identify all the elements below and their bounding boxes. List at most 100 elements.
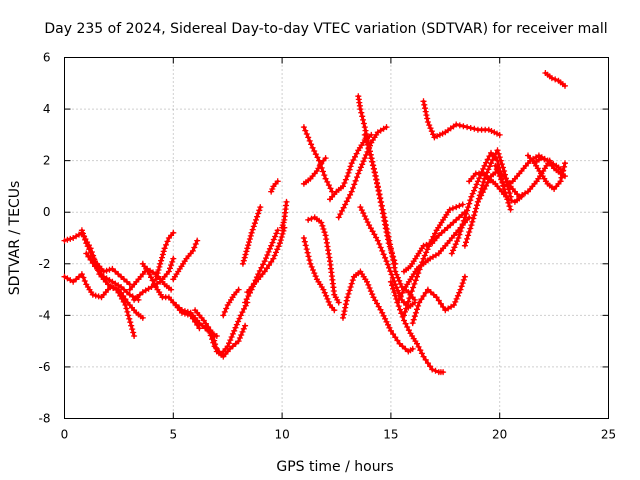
data-point <box>342 304 349 311</box>
data-point <box>432 367 439 374</box>
data-point <box>226 340 232 347</box>
data-point <box>495 169 502 176</box>
data-point <box>397 306 403 313</box>
data-point <box>415 302 422 309</box>
data-point <box>506 190 513 197</box>
data-point <box>341 308 348 315</box>
data-point <box>347 191 354 198</box>
series-arc-15 <box>239 204 264 267</box>
data-point <box>123 305 130 312</box>
data-point <box>439 130 446 137</box>
data-point <box>280 227 287 234</box>
plot-frame <box>64 57 609 419</box>
data-point <box>369 162 376 169</box>
data-point <box>130 329 137 336</box>
series-arc-18 <box>268 178 281 195</box>
data-point <box>273 230 280 237</box>
grid-layer <box>64 57 609 419</box>
data-point <box>541 156 548 163</box>
data-point <box>393 271 400 278</box>
data-point <box>422 289 429 296</box>
data-point <box>382 254 389 261</box>
data-point <box>418 296 425 303</box>
data-point <box>81 233 88 240</box>
data-point <box>61 237 68 244</box>
data-point <box>268 258 275 265</box>
data-point <box>340 311 347 318</box>
data-point <box>492 162 499 169</box>
data-point <box>390 256 397 263</box>
data-point <box>379 206 386 213</box>
data-point <box>341 180 348 186</box>
data-point <box>454 292 461 299</box>
data-point <box>392 281 399 288</box>
data-point <box>359 161 366 168</box>
data-point <box>359 113 366 120</box>
data-point <box>239 328 246 335</box>
data-point <box>474 198 481 205</box>
data-point <box>161 245 168 252</box>
data-point <box>270 236 277 243</box>
data-point <box>386 237 393 244</box>
data-point <box>241 305 247 312</box>
data-point <box>460 217 467 224</box>
data-point <box>349 277 356 284</box>
data-point <box>420 255 427 262</box>
data-point <box>153 273 160 280</box>
chart-title: Day 235 of 2024, Sidereal Day-to-day VTE… <box>44 21 607 37</box>
data-point <box>430 131 437 138</box>
data-point <box>367 151 374 158</box>
data-point <box>118 289 125 296</box>
data-point <box>561 163 568 170</box>
data-point <box>459 201 466 208</box>
data-point <box>83 250 90 257</box>
data-point <box>335 299 342 306</box>
data-point <box>499 180 506 186</box>
data-point <box>268 242 275 249</box>
data-layer <box>61 70 568 376</box>
data-point <box>437 300 444 307</box>
data-point <box>272 233 279 240</box>
data-point <box>245 293 252 299</box>
series-arc-17 <box>279 198 290 231</box>
data-point <box>344 173 351 180</box>
data-point <box>331 307 338 314</box>
data-point <box>383 258 390 265</box>
data-point <box>348 160 355 167</box>
data-point <box>470 215 477 222</box>
data-point <box>351 181 358 188</box>
data-point <box>473 205 480 212</box>
data-point <box>416 266 423 273</box>
data-point <box>274 246 281 253</box>
data-point <box>448 250 455 257</box>
data-point <box>148 274 154 281</box>
data-point <box>283 198 290 205</box>
data-point <box>209 336 215 343</box>
data-point <box>310 267 316 273</box>
data-point <box>461 242 468 249</box>
y-tick-label: 0 <box>43 205 51 219</box>
data-point <box>369 291 376 298</box>
data-point <box>261 258 268 265</box>
data-point <box>323 236 330 243</box>
data-point <box>469 218 476 225</box>
data-point <box>389 282 395 289</box>
data-point <box>307 260 314 267</box>
data-point <box>478 192 485 199</box>
y-axis-label: SDTVAR / TECUs <box>7 181 23 296</box>
data-point <box>223 305 230 312</box>
data-point <box>414 273 420 280</box>
data-point <box>338 207 345 214</box>
data-point <box>496 154 503 161</box>
data-point <box>456 202 463 209</box>
data-point <box>337 211 344 218</box>
data-point <box>224 343 231 350</box>
data-point <box>446 206 453 213</box>
data-point <box>154 270 161 277</box>
data-point <box>393 284 400 291</box>
series-arc-02 <box>61 271 146 321</box>
data-point <box>366 222 373 229</box>
data-point <box>474 202 480 209</box>
data-point <box>423 249 430 256</box>
data-point <box>508 197 515 204</box>
